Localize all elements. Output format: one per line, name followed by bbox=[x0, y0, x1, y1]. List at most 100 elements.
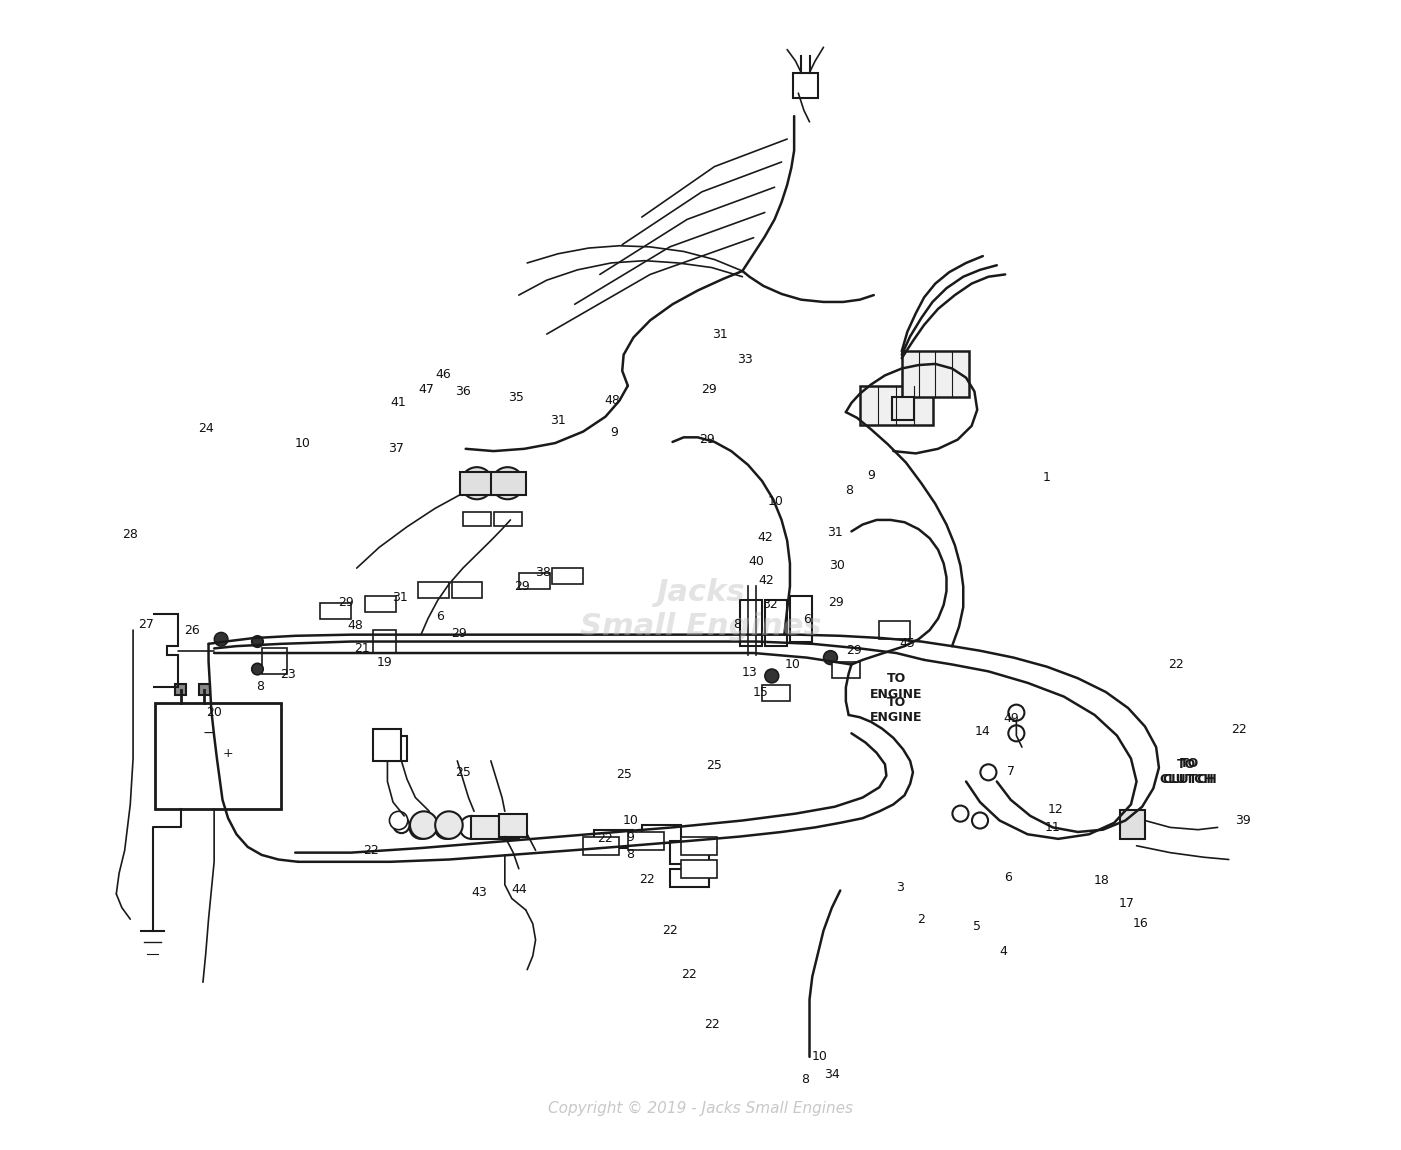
Text: CLUTCH: CLUTCH bbox=[1163, 773, 1217, 785]
Text: 22: 22 bbox=[639, 873, 656, 886]
Text: 3: 3 bbox=[897, 881, 904, 894]
Text: 13: 13 bbox=[741, 666, 758, 678]
Text: 22: 22 bbox=[661, 925, 678, 937]
Text: 19: 19 bbox=[377, 656, 392, 668]
Text: 43: 43 bbox=[472, 887, 488, 899]
Circle shape bbox=[1009, 705, 1024, 721]
Text: 31: 31 bbox=[712, 328, 729, 340]
Text: 22: 22 bbox=[703, 1018, 720, 1032]
Text: 37: 37 bbox=[388, 443, 403, 455]
Text: Copyright © 2019 - Jacks Small Engines: Copyright © 2019 - Jacks Small Engines bbox=[548, 1101, 853, 1116]
Circle shape bbox=[436, 812, 462, 838]
Text: TO: TO bbox=[887, 672, 906, 684]
Text: 6: 6 bbox=[803, 613, 811, 627]
Text: 41: 41 bbox=[391, 397, 406, 409]
Text: 10: 10 bbox=[622, 814, 639, 827]
Circle shape bbox=[824, 651, 838, 665]
Text: TO: TO bbox=[1180, 757, 1199, 769]
Text: 8: 8 bbox=[256, 680, 265, 692]
Text: 9: 9 bbox=[609, 427, 618, 439]
Text: 24: 24 bbox=[198, 422, 213, 435]
Bar bbox=[460, 472, 495, 494]
Bar bbox=[175, 684, 186, 696]
Text: TO
CLUTCH: TO CLUTCH bbox=[1160, 758, 1215, 787]
Text: 46: 46 bbox=[436, 368, 451, 381]
Bar bbox=[552, 568, 583, 584]
Text: 29: 29 bbox=[700, 383, 717, 396]
Circle shape bbox=[410, 812, 437, 838]
Text: 4: 4 bbox=[1000, 945, 1007, 958]
Text: 9: 9 bbox=[626, 831, 635, 844]
Circle shape bbox=[981, 765, 996, 781]
Bar bbox=[518, 573, 549, 589]
Circle shape bbox=[214, 632, 228, 646]
Text: 10: 10 bbox=[785, 658, 801, 670]
Bar bbox=[451, 582, 482, 598]
Text: ENGINE: ENGINE bbox=[870, 688, 922, 700]
Circle shape bbox=[409, 815, 433, 838]
Text: 8: 8 bbox=[733, 618, 741, 631]
Circle shape bbox=[461, 467, 493, 499]
Bar bbox=[762, 685, 790, 702]
Text: 8: 8 bbox=[845, 484, 853, 497]
Text: 25: 25 bbox=[615, 768, 632, 781]
Text: 22: 22 bbox=[681, 968, 698, 981]
Text: 22: 22 bbox=[598, 833, 614, 845]
Text: 21: 21 bbox=[354, 642, 370, 654]
Bar bbox=[628, 831, 664, 850]
Text: 29: 29 bbox=[514, 580, 530, 593]
Bar bbox=[366, 596, 396, 612]
Text: 33: 33 bbox=[737, 353, 754, 366]
Bar bbox=[670, 841, 709, 864]
Text: 22: 22 bbox=[1168, 658, 1184, 670]
Text: 20: 20 bbox=[206, 706, 223, 719]
Bar bbox=[860, 385, 933, 424]
Text: 38: 38 bbox=[535, 566, 551, 580]
Bar bbox=[740, 600, 762, 646]
Text: 31: 31 bbox=[392, 591, 408, 605]
Text: 48: 48 bbox=[347, 619, 363, 632]
Bar bbox=[262, 649, 287, 674]
Text: 39: 39 bbox=[1234, 814, 1251, 827]
Text: 30: 30 bbox=[829, 559, 845, 573]
Bar bbox=[681, 859, 717, 877]
Bar bbox=[583, 836, 619, 854]
Text: 9: 9 bbox=[867, 469, 876, 482]
Circle shape bbox=[765, 669, 779, 683]
Text: 29: 29 bbox=[846, 644, 862, 657]
Text: 15: 15 bbox=[752, 685, 769, 698]
Text: 31: 31 bbox=[551, 414, 566, 427]
Text: 23: 23 bbox=[280, 668, 296, 681]
Text: 6: 6 bbox=[437, 610, 444, 623]
Circle shape bbox=[972, 812, 988, 828]
Bar bbox=[642, 825, 681, 843]
Text: 29: 29 bbox=[451, 627, 467, 641]
Text: 40: 40 bbox=[748, 554, 765, 568]
Text: Jacks
Small Engines: Jacks Small Engines bbox=[580, 578, 821, 641]
Text: 16: 16 bbox=[1133, 918, 1149, 930]
Bar bbox=[493, 820, 518, 838]
Text: 26: 26 bbox=[184, 623, 200, 637]
Text: 48: 48 bbox=[604, 394, 621, 407]
Bar bbox=[832, 662, 860, 678]
Circle shape bbox=[252, 664, 263, 675]
Text: 12: 12 bbox=[1048, 803, 1063, 815]
Bar bbox=[199, 684, 210, 696]
Bar bbox=[1119, 811, 1145, 838]
Text: −: − bbox=[203, 727, 214, 741]
Bar bbox=[790, 596, 813, 642]
Bar bbox=[765, 600, 787, 646]
Text: 10: 10 bbox=[811, 1050, 827, 1064]
Text: 1: 1 bbox=[1044, 472, 1051, 484]
Text: 29: 29 bbox=[338, 596, 353, 610]
Bar bbox=[385, 736, 408, 761]
Text: 44: 44 bbox=[511, 883, 527, 896]
Circle shape bbox=[389, 812, 408, 829]
Text: 36: 36 bbox=[455, 385, 471, 398]
Text: 10: 10 bbox=[294, 437, 310, 450]
Circle shape bbox=[252, 636, 263, 647]
Bar bbox=[499, 813, 527, 836]
Text: 5: 5 bbox=[974, 920, 981, 933]
Circle shape bbox=[434, 815, 458, 838]
Bar bbox=[594, 829, 633, 848]
